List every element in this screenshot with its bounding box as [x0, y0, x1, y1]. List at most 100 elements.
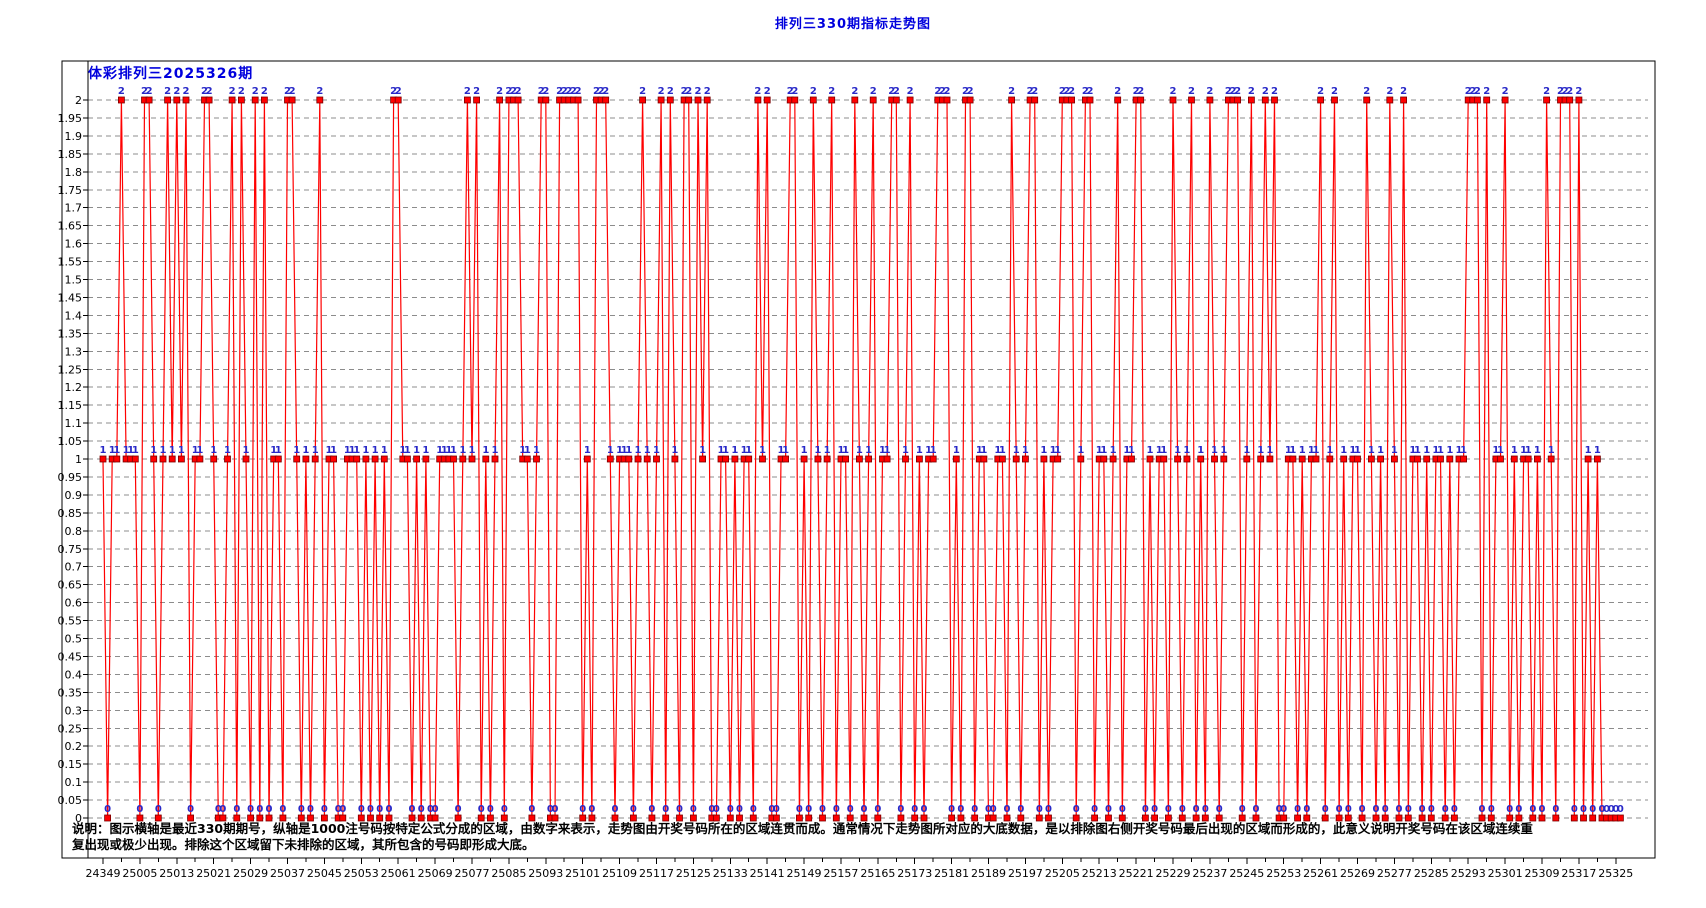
svg-text:0: 0 — [1336, 804, 1343, 815]
svg-text:1: 1 — [1100, 445, 1107, 456]
svg-text:1: 1 — [399, 445, 406, 456]
svg-text:1: 1 — [123, 445, 130, 456]
svg-text:1: 1 — [621, 445, 628, 456]
svg-text:1: 1 — [1340, 445, 1347, 456]
svg-text:25189: 25189 — [971, 867, 1006, 880]
svg-text:0: 0 — [985, 804, 992, 815]
svg-text:0: 0 — [552, 804, 559, 815]
svg-text:0: 0 — [1216, 804, 1223, 815]
svg-text:25005: 25005 — [122, 867, 157, 880]
svg-text:1: 1 — [801, 445, 808, 456]
svg-text:0: 0 — [307, 804, 314, 815]
svg-text:0: 0 — [1479, 804, 1486, 815]
svg-text:2: 2 — [542, 86, 549, 97]
svg-text:1: 1 — [1377, 445, 1384, 456]
svg-text:0: 0 — [736, 804, 743, 815]
svg-text:2: 2 — [851, 86, 858, 97]
svg-text:1: 1 — [1110, 445, 1117, 456]
svg-text:25285: 25285 — [1414, 867, 1449, 880]
svg-text:0: 0 — [579, 804, 586, 815]
svg-text:1: 1 — [1414, 445, 1421, 456]
svg-text:1: 1 — [404, 445, 411, 456]
svg-text:1: 1 — [362, 445, 369, 456]
svg-text:1: 1 — [994, 445, 1001, 456]
svg-text:0: 0 — [386, 804, 393, 815]
svg-text:0: 0 — [1151, 804, 1158, 815]
svg-text:0: 0 — [630, 804, 637, 815]
svg-text:0: 0 — [1105, 804, 1112, 815]
svg-text:1: 1 — [999, 445, 1006, 456]
svg-text:0: 0 — [298, 804, 305, 815]
svg-text:0: 0 — [1165, 804, 1172, 815]
svg-text:0: 0 — [1142, 804, 1149, 815]
svg-text:2: 2 — [888, 86, 895, 97]
svg-text:0.8: 0.8 — [65, 525, 83, 538]
svg-text:0: 0 — [897, 804, 904, 815]
svg-text:1: 1 — [731, 445, 738, 456]
svg-text:2: 2 — [1566, 86, 1573, 97]
svg-text:1.9: 1.9 — [65, 130, 83, 143]
svg-text:2: 2 — [1543, 86, 1550, 97]
svg-text:2: 2 — [598, 86, 605, 97]
svg-text:25053: 25053 — [344, 867, 379, 880]
svg-text:1: 1 — [127, 445, 134, 456]
svg-text:2: 2 — [1562, 86, 1569, 97]
svg-text:1: 1 — [1289, 445, 1296, 456]
svg-text:25149: 25149 — [787, 867, 822, 880]
svg-text:25085: 25085 — [491, 867, 526, 880]
svg-text:2: 2 — [893, 86, 900, 97]
svg-text:1: 1 — [413, 445, 420, 456]
svg-text:25045: 25045 — [307, 867, 342, 880]
svg-text:2: 2 — [1557, 86, 1564, 97]
svg-text:0: 0 — [1239, 804, 1246, 815]
svg-text:0: 0 — [1294, 804, 1301, 815]
svg-text:0: 0 — [1405, 804, 1412, 815]
svg-text:0: 0 — [1552, 804, 1559, 815]
svg-text:1.75: 1.75 — [58, 184, 83, 197]
svg-text:1: 1 — [1594, 445, 1601, 456]
svg-text:2: 2 — [570, 86, 577, 97]
svg-text:1: 1 — [902, 445, 909, 456]
svg-text:0: 0 — [409, 804, 416, 815]
svg-text:1.15: 1.15 — [58, 399, 83, 412]
svg-text:2: 2 — [289, 86, 296, 97]
svg-text:25221: 25221 — [1119, 867, 1154, 880]
svg-text:2: 2 — [1474, 86, 1481, 97]
svg-text:2: 2 — [556, 86, 563, 97]
svg-text:1: 1 — [1423, 445, 1430, 456]
svg-text:0: 0 — [455, 804, 462, 815]
svg-text:1: 1 — [671, 445, 678, 456]
svg-text:25317: 25317 — [1561, 867, 1596, 880]
svg-text:25277: 25277 — [1377, 867, 1412, 880]
svg-text:2: 2 — [810, 86, 817, 97]
svg-text:0: 0 — [750, 804, 757, 815]
svg-text:0: 0 — [427, 804, 434, 815]
svg-text:1: 1 — [1456, 445, 1463, 456]
svg-text:0: 0 — [805, 804, 812, 815]
svg-text:2: 2 — [685, 86, 692, 97]
svg-text:0: 0 — [1202, 804, 1209, 815]
svg-text:0: 0 — [819, 804, 826, 815]
svg-text:2: 2 — [939, 86, 946, 97]
svg-text:0: 0 — [1515, 804, 1522, 815]
svg-text:0: 0 — [247, 804, 254, 815]
svg-text:1: 1 — [1211, 445, 1218, 456]
svg-text:1: 1 — [312, 445, 319, 456]
svg-text:0: 0 — [1382, 804, 1389, 815]
svg-text:2: 2 — [944, 86, 951, 97]
svg-text:0: 0 — [358, 804, 365, 815]
svg-text:1: 1 — [353, 445, 360, 456]
svg-text:1: 1 — [150, 445, 157, 456]
svg-text:1: 1 — [75, 453, 82, 466]
svg-text:2: 2 — [464, 86, 471, 97]
svg-text:0: 0 — [136, 804, 143, 815]
svg-text:0.65: 0.65 — [58, 579, 83, 592]
svg-text:1: 1 — [196, 445, 203, 456]
svg-text:1: 1 — [1446, 445, 1453, 456]
svg-text:25077: 25077 — [454, 867, 489, 880]
svg-text:0: 0 — [971, 804, 978, 815]
svg-text:25253: 25253 — [1266, 867, 1301, 880]
chart-description-line-1: 说明：图示横轴是最近330期期号，纵轴是1000注号码按特定公式分成的区域，由数… — [72, 821, 1533, 836]
svg-text:1: 1 — [1266, 445, 1273, 456]
svg-text:1: 1 — [275, 445, 282, 456]
